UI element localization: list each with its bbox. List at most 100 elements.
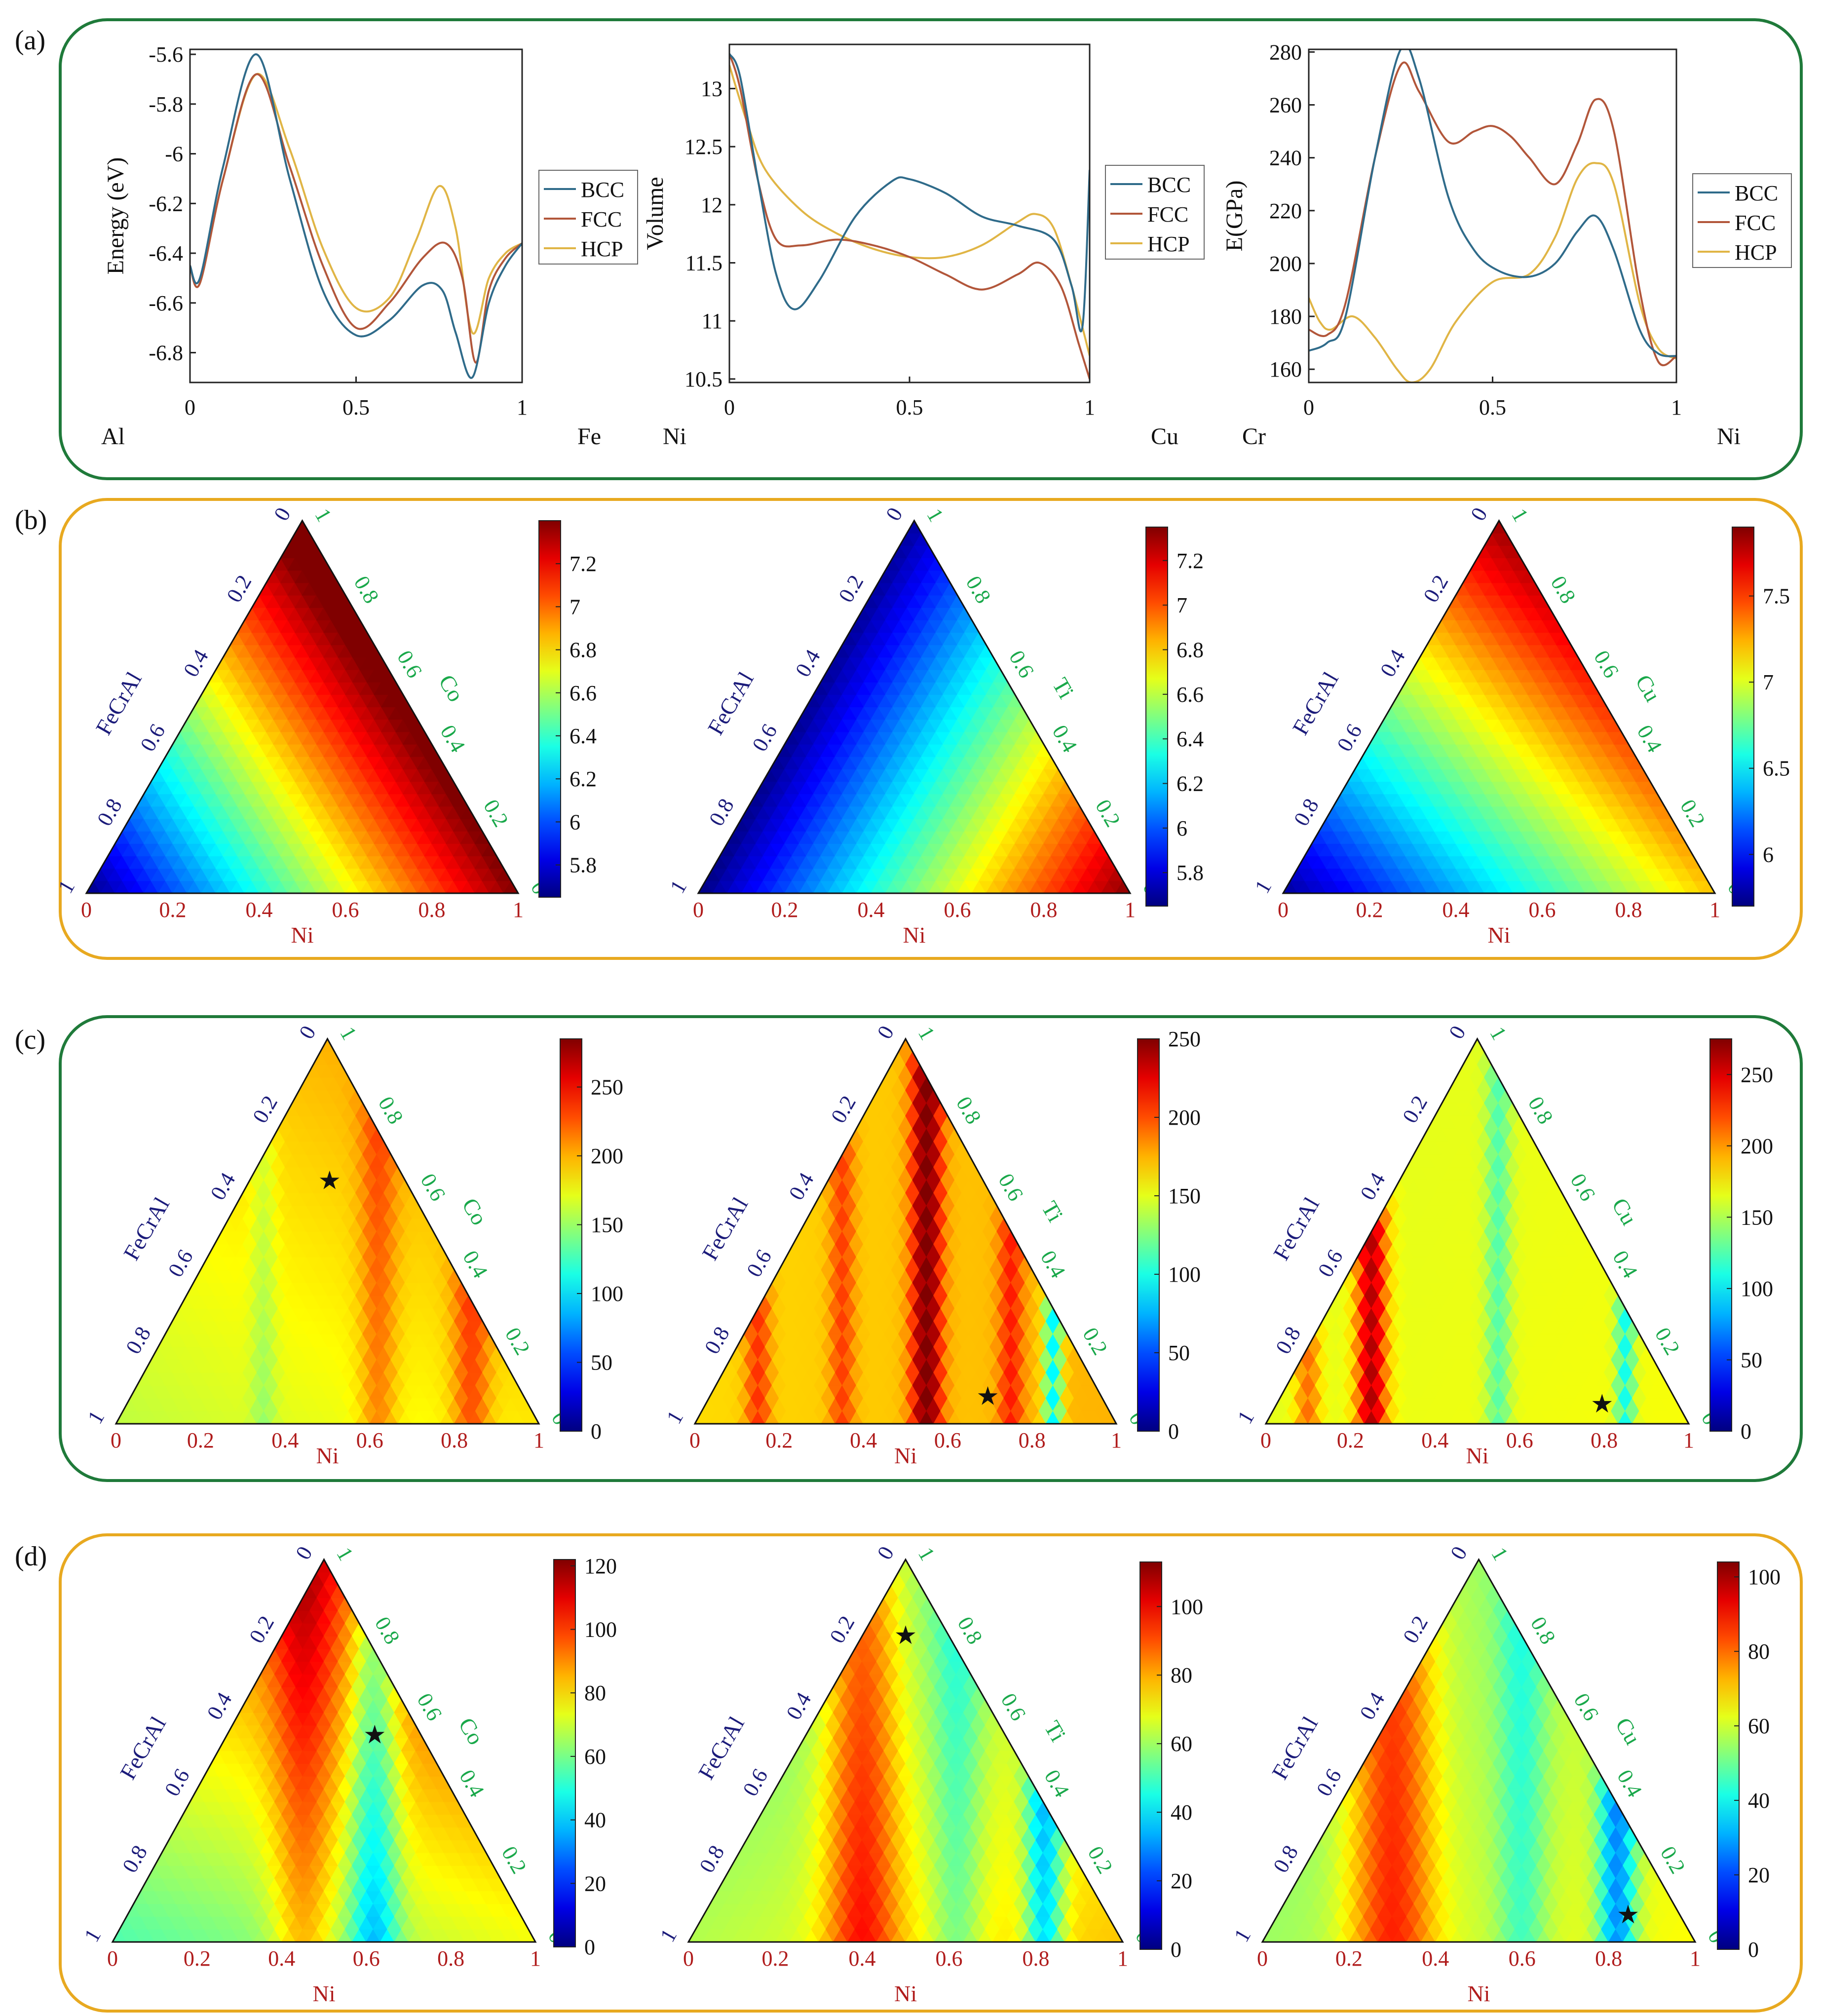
y-tick-label: 13 [701,76,722,101]
y-tick-label: -5.6 [149,42,183,67]
x-tick-label: 1 [1084,395,1095,419]
right-tick-label: 1 [922,504,948,526]
left-tick-label: 0.4 [206,1169,240,1204]
left-tick-label: 0 [269,503,295,525]
bottom-tick-label: 1 [513,898,524,922]
frame-d [59,1533,1803,2013]
right-tick-label: 0.6 [392,647,427,682]
series-group [729,53,1090,380]
bottom-tick-label: 0.6 [944,898,971,922]
left-tick-label: 0.4 [784,1169,819,1204]
left-tick-label: 1 [1250,876,1276,898]
right-tick-label: 0.6 [1589,647,1624,682]
y-tick-label: 280 [1269,40,1302,64]
bottom-tick-label: 0 [689,1428,700,1452]
left-tick-label: 0.4 [791,646,825,681]
bottom-tick-label: 0.2 [1356,898,1383,922]
right-element-label: Cu [1151,423,1178,450]
heatmap-cells [697,520,1131,894]
heatmap-cells [694,1038,1117,1425]
colorbar-tick-label: 6.2 [1177,772,1204,796]
left-tick-label: 1 [83,1407,109,1428]
x-tick-label: 0.5 [896,395,923,419]
y-tick-label: 11 [702,309,722,333]
left-element-label: Ni [663,423,686,450]
frame-a [59,18,1803,480]
series-group [1309,49,1676,382]
right-tick-label: 0.2 [1078,1324,1112,1359]
right-tick-label: 0.6 [1004,647,1039,682]
bottom-tick-label: 0.2 [765,1428,793,1452]
colorbar: 66.577.5 [1732,527,1790,907]
bottom-tick-label: 0.4 [271,1428,299,1452]
right-tick-label: 0.8 [1546,572,1581,608]
series-line-fcc [729,53,1090,380]
bottom-tick-label: 0.2 [159,898,187,922]
y-tick-label: -6.6 [149,291,183,315]
right-axis-label: Ti [1037,1197,1068,1226]
series-line-hcp [1309,162,1676,382]
colorbar-tick-label: 100 [1168,1262,1201,1287]
x-tick-label: 0 [185,395,195,419]
x-tick-label: 1 [517,395,528,419]
left-tick-label: 0.2 [826,1092,861,1127]
frame-c [59,1015,1803,1482]
right-tick-label: 0.4 [1048,721,1082,757]
left-tick-label: 0.2 [222,571,256,607]
colorbar-tick-label: 50 [1168,1341,1190,1365]
series-line-bcc [1309,49,1676,357]
legend-box [1692,173,1792,268]
bottom-tick-label: 0.6 [356,1428,383,1452]
bottom-tick-label: 0 [1278,898,1289,922]
bottom-tick-label: 1 [1709,898,1720,922]
series-line-bcc [729,53,1090,333]
colorbar-tick-label: 0 [591,1419,602,1444]
colorbar-tick-label: 50 [591,1351,612,1375]
heatmap-cell [906,520,922,533]
y-tick-label: -6.4 [149,241,183,266]
right-tick-label: 0.8 [951,1093,986,1128]
optimum-star-marker: ★ [318,1167,341,1195]
y-axis-label: E(GPa) [1221,181,1248,252]
bottom-tick-label: 0.4 [246,898,273,922]
panel-frames [59,18,1803,2013]
left-tick-label: 0 [873,1022,899,1043]
y-tick-label: 12 [701,193,722,217]
colorbar: 5.866.26.46.66.877.2 [1145,527,1204,907]
right-element-label: Fe [577,423,601,450]
panel-label-b: (b) [15,505,47,535]
y-tick-label: 160 [1269,357,1302,381]
bottom-tick-label: 0 [111,1428,121,1452]
colorbar-tick-label: 6.6 [569,681,597,705]
colorbar-tick-label: 7.2 [1177,549,1204,573]
left-tick-label: 0.6 [135,720,170,756]
legend-label-bcc: BCC [1147,173,1191,197]
colorbar-gradient [1732,527,1754,907]
bottom-tick-label: 1 [1111,1428,1122,1452]
colorbar-gradient [538,520,561,898]
y-tick-label: -5.8 [149,92,183,116]
left-tick-label: 1 [662,1407,688,1428]
y-tick-label: 11.5 [685,251,722,275]
ternary-chart-c2: 00.20.40.60.81Ni10.80.60.40.20FeCrAl00.2… [662,1022,1201,1468]
bottom-tick-label: 0.4 [1442,898,1470,922]
right-element-label: Ni [1717,423,1741,450]
legend-label-hcp: HCP [1147,232,1190,256]
bottom-tick-label: 0.8 [441,1428,468,1452]
left-tick-label: 0.2 [248,1092,282,1127]
bottom-tick-label: 0.6 [332,898,359,922]
series-line-fcc [190,73,522,364]
colorbar-tick-label: 100 [591,1282,623,1306]
left-tick-label: 0 [881,503,907,525]
y-tick-label: -6.2 [149,191,183,216]
left-tick-label: 0.6 [747,720,782,756]
left-tick-label: 0.2 [834,571,868,607]
colorbar-tick-label: 200 [591,1144,623,1168]
colorbar-tick-label: 5.8 [569,853,597,877]
colorbar-tick-label: 6.6 [1177,683,1204,707]
colorbar-tick-label: 6.5 [1763,757,1790,781]
colorbar-tick-label: 5.8 [1177,861,1204,885]
